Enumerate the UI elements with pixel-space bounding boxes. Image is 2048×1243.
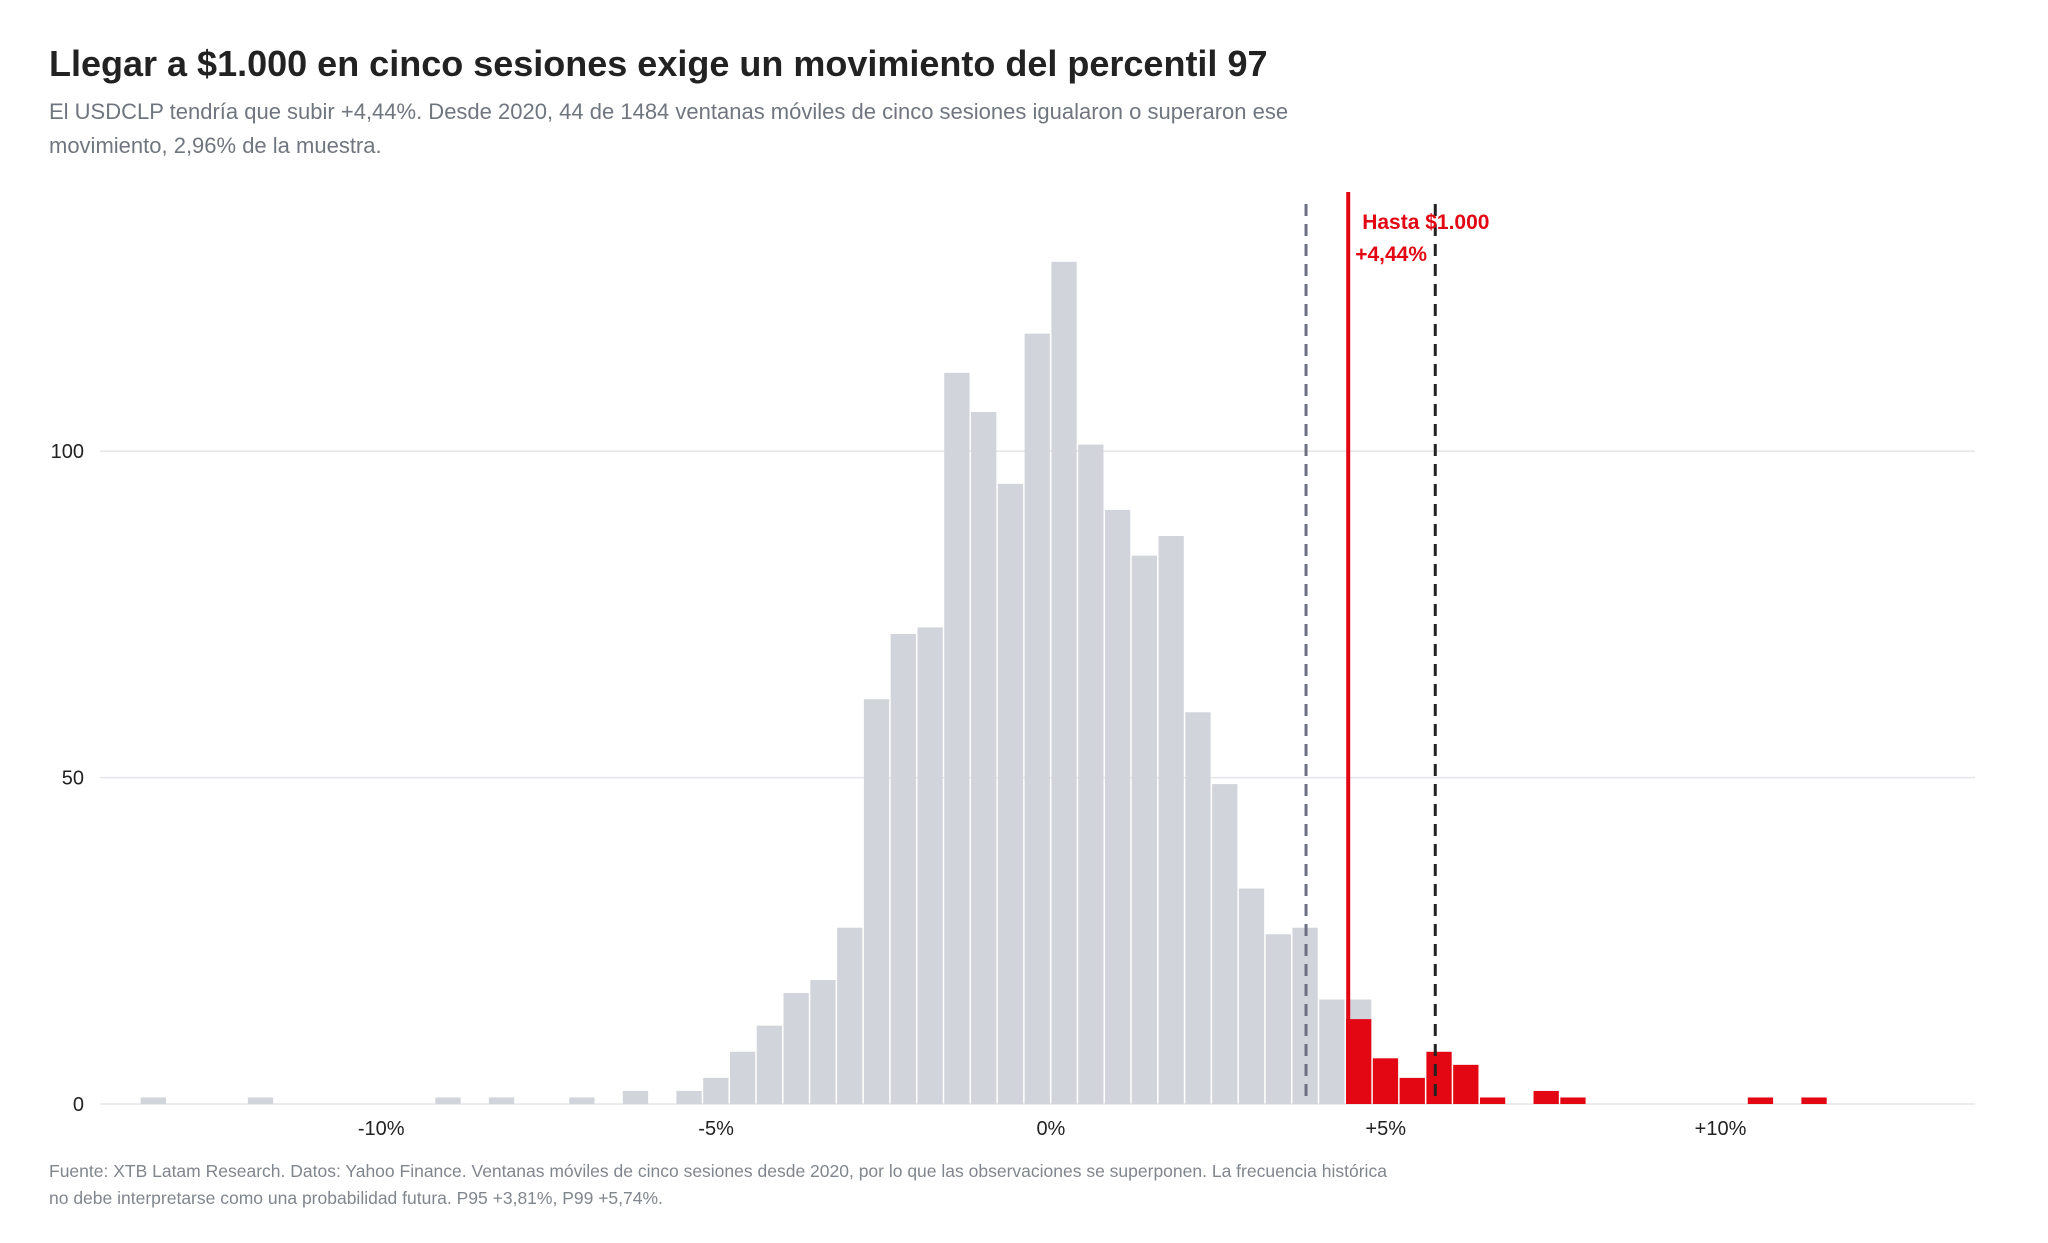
target-annotation-value: +4,44% [1355, 243, 1427, 266]
histogram-bar [703, 1077, 729, 1104]
x-tick-label: +5% [1365, 1118, 1406, 1140]
histogram-bar [569, 1097, 595, 1104]
histogram-bar-highlight [1426, 1051, 1452, 1104]
histogram-bar [488, 1097, 515, 1104]
histogram-bar [783, 993, 809, 1104]
histogram-bar [1051, 261, 1077, 1104]
histogram-bar [140, 1097, 166, 1104]
histogram-bar [1104, 509, 1131, 1104]
histogram-bar-highlight [1747, 1097, 1774, 1104]
histogram-bar-highlight [1372, 1058, 1399, 1104]
histogram-bar [1158, 536, 1184, 1104]
histogram-bar-highlight [1453, 1064, 1479, 1104]
histogram-bar [1131, 555, 1158, 1104]
x-tick-label: +10% [1695, 1118, 1747, 1140]
histogram-bar [1185, 712, 1211, 1104]
histogram-bar-highlight [1533, 1090, 1559, 1104]
histogram-bar [247, 1097, 274, 1104]
histogram-bar [810, 979, 836, 1104]
histogram-bar-highlight [1346, 1019, 1372, 1104]
chart-title: Llegar a $1.000 en cinco sesiones exige … [49, 43, 1268, 84]
histogram-bar [917, 627, 943, 1104]
histogram-bar [676, 1090, 702, 1104]
reference-lines-layer: Hasta $1.000 +4,44% [1304, 192, 1489, 1104]
histogram-bar [837, 927, 863, 1104]
histogram-bar [756, 1025, 783, 1104]
x-tick-label: -10% [358, 1118, 405, 1140]
histogram-bar [435, 1097, 461, 1104]
histogram-bar [944, 372, 970, 1104]
histogram-bar [890, 633, 916, 1104]
target-annotation-label: Hasta $1.000 [1362, 211, 1489, 234]
histogram-bar [1212, 784, 1238, 1104]
histogram-bar [971, 411, 997, 1104]
axis-layer: 0 50 100 -10% -5% 0% +5% +10% [51, 441, 1747, 1140]
histogram-bar [1024, 333, 1050, 1105]
histogram-bar [729, 1051, 756, 1104]
y-tick-label: 50 [62, 768, 84, 790]
histogram-bar [863, 699, 890, 1104]
histogram-bar [1078, 444, 1104, 1105]
histogram-bar [1319, 999, 1345, 1104]
chart-subtitle: El USDCLP tendría que subir +4,44%. Desd… [49, 99, 1289, 158]
x-tick-label: -5% [698, 1118, 734, 1140]
histogram-bar [997, 483, 1024, 1104]
bars-layer [140, 261, 1827, 1105]
histogram-bar [1265, 934, 1291, 1104]
histogram-bar-highlight [1399, 1077, 1425, 1104]
x-tick-label: 0% [1036, 1118, 1065, 1140]
histogram-bar-highlight [1560, 1097, 1586, 1104]
y-tick-label: 100 [51, 441, 84, 463]
histogram-bar [622, 1090, 649, 1104]
y-tick-label: 0 [73, 1094, 84, 1116]
histogram-bar-highlight [1801, 1097, 1827, 1104]
histogram-bar [1238, 888, 1265, 1104]
histogram-bar-highlight [1479, 1097, 1506, 1104]
source-caption: Fuente: XTB Latam Research. Datos: Yahoo… [49, 1161, 1387, 1208]
